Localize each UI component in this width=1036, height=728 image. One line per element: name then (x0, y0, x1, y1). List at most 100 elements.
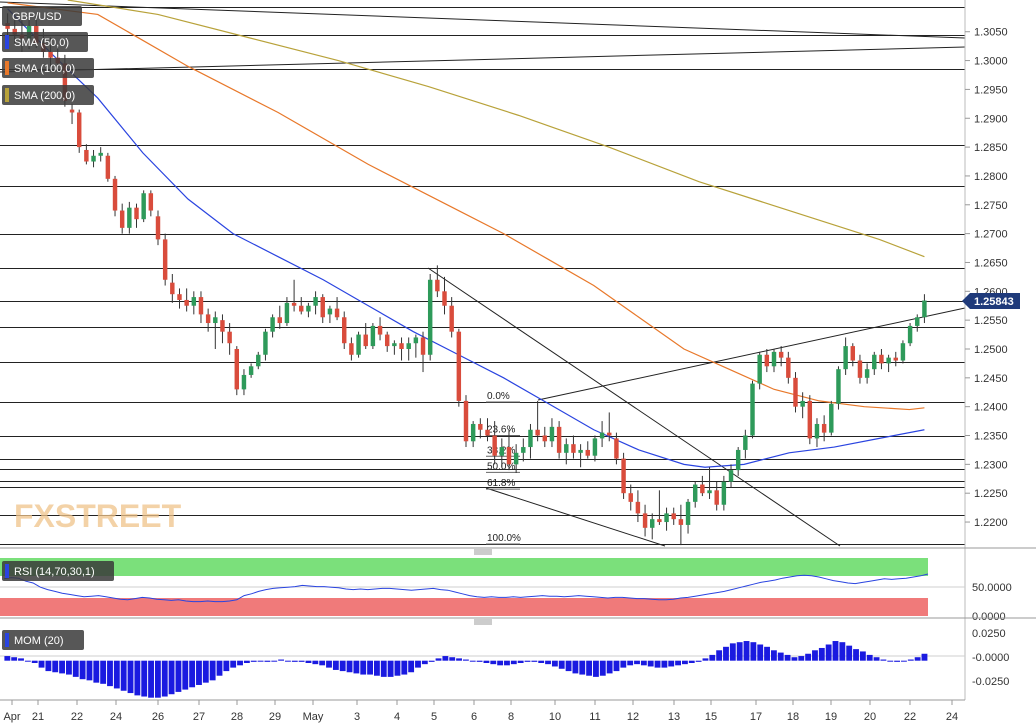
mom-bar-53 (367, 660, 373, 675)
candle-11 (84, 144, 89, 165)
time-tick-8: May (303, 711, 324, 723)
last-price-tag: 1.25843 (962, 293, 1020, 309)
mom-bar-107 (736, 642, 743, 661)
legend-sma50[interactable]: SMA (50,0) (2, 32, 88, 52)
mom-bar-8 (59, 660, 65, 674)
symbol-label[interactable]: GBP/USD (2, 6, 82, 26)
price-tick-16: 1.2250 (974, 488, 1008, 500)
time-tick-19: 17 (750, 711, 762, 723)
rsi-label[interactable]: RSI (14,70,30,1) (2, 561, 114, 581)
candle-45 (327, 305, 333, 324)
candle-58 (420, 331, 426, 373)
mom-bar-119 (818, 647, 825, 661)
mom-bar-123 (846, 645, 853, 661)
price-panel[interactable]: 0.0%23.6%38.2%50.0%61.8%100.0% FXSTREET … (0, 0, 1020, 700)
mom-bar-134 (921, 653, 928, 661)
candle-18 (134, 203, 139, 228)
price-tick-10: 1.2550 (974, 315, 1008, 327)
mom-bar-52 (360, 660, 367, 675)
fib-label-4: 61.8% (487, 478, 515, 489)
candle-73 (528, 423, 533, 459)
time-tick-22: 20 (864, 711, 876, 723)
candle-10 (76, 109, 82, 153)
candle-26 (191, 291, 197, 315)
trendline-upper-1 (0, 1, 966, 39)
mom-bar-77 (531, 660, 538, 662)
mom-bar-124 (853, 649, 859, 661)
candle-70 (506, 429, 512, 471)
mom-bar-20 (141, 660, 148, 697)
mom-bar-110 (757, 644, 764, 661)
candle-41 (299, 297, 304, 315)
mom-bar-17 (120, 660, 127, 691)
mom-bar-80 (551, 660, 558, 667)
candle-31 (227, 323, 232, 355)
mom-bar-112 (770, 650, 777, 661)
mom-bar-129 (887, 660, 894, 662)
mom-bar-132 (907, 659, 914, 661)
price-tick-2: 1.2950 (974, 84, 1008, 96)
panel-resize-handle-1[interactable] (474, 549, 492, 555)
time-tick-21: 19 (825, 711, 837, 723)
candle-72 (521, 438, 526, 462)
legend-sma100[interactable]: SMA (100,0) (2, 58, 94, 78)
candle-100 (721, 475, 727, 511)
candle-97 (700, 475, 705, 497)
time-tick-13: 8 (508, 711, 514, 723)
candle-20 (148, 190, 154, 217)
panel-resize-handle-2[interactable] (474, 619, 492, 625)
mom-bar-26 (182, 660, 189, 690)
mom-tick-1: 0.0250 (972, 628, 1006, 640)
mom-bar-99 (682, 660, 688, 665)
candle-89 (642, 504, 648, 537)
mom-bar-37 (257, 660, 264, 662)
mom-bar-50 (346, 660, 353, 673)
candle-52 (377, 317, 383, 341)
last-price-label: 1.25843 (974, 296, 1014, 308)
trendline-upper-2 (0, 46, 966, 73)
mom-bar-68 (469, 660, 476, 662)
candle-29 (213, 311, 218, 349)
mom-bar-128 (880, 659, 887, 661)
candle-96 (692, 481, 698, 508)
candle-13 (98, 147, 103, 162)
mom-label[interactable]: MOM (20) (2, 630, 84, 650)
candle-30 (220, 314, 225, 344)
candle-61 (442, 276, 447, 315)
mom-bar-76 (524, 660, 531, 662)
candle-25 (184, 288, 189, 312)
mom-bar-104 (716, 650, 723, 661)
mom-bar-1 (11, 657, 18, 661)
rsi-tick-0: 0.0000 (972, 611, 1006, 623)
mom-bar-70 (483, 660, 490, 663)
momentum-panel[interactable]: MOM (20) 0.0250 -0.0000 -0.0250 (0, 628, 1009, 698)
mom-bar-57 (394, 660, 401, 676)
candle-118 (850, 343, 856, 367)
mom-bar-71 (490, 660, 497, 665)
candle-80 (578, 444, 583, 468)
sma50-line (7, 8, 925, 468)
candle-71 (513, 444, 519, 474)
sma-lines (7, 0, 925, 468)
time-tick-9: 3 (354, 711, 360, 723)
mom-bar-27 (189, 660, 196, 688)
candle-35 (256, 351, 261, 370)
time-tick-16: 12 (627, 711, 639, 723)
mom-bar-16 (113, 660, 120, 689)
time-tick-23: 22 (904, 711, 916, 723)
mom-bar-117 (805, 653, 812, 661)
price-tick-11: 1.2500 (974, 344, 1008, 356)
time-tick-7: 29 (269, 711, 281, 723)
mom-bar-98 (675, 660, 681, 666)
candle-59 (427, 274, 433, 361)
mom-bar-34 (237, 660, 243, 666)
rsi-panel[interactable]: RSI (14,70,30,1) 50.0000 0.0000 (0, 558, 1012, 623)
mom-bar-79 (545, 660, 551, 665)
trendline-down-2 (485, 487, 666, 547)
candle-112 (807, 395, 813, 445)
price-tick-1: 1.3000 (974, 56, 1008, 68)
fib-label-5: 100.0% (487, 533, 521, 544)
mom-bar-133 (914, 657, 921, 661)
time-axis: Apr 21 22 24 26 27 28 29 May 3 4 5 6 8 10 11 12 13 15 17 18 1… (3, 700, 958, 723)
legend-sma200[interactable]: SMA (200,0) (2, 85, 94, 105)
